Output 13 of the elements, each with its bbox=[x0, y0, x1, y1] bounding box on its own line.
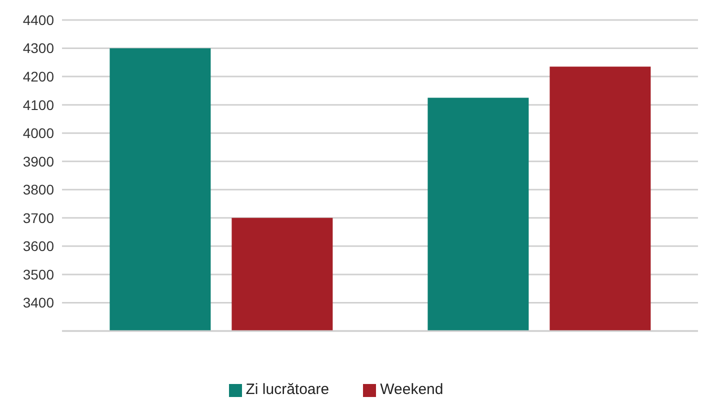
legend-label: Zi lucrătoare bbox=[246, 381, 330, 398]
y-tick-label: 4000 bbox=[22, 125, 54, 142]
y-tick-label: 3400 bbox=[22, 294, 54, 311]
y-tick-label: 3900 bbox=[22, 153, 54, 170]
y-tick-label: 4200 bbox=[22, 68, 54, 85]
legend-label: Weekend bbox=[380, 381, 444, 398]
y-tick-label: 4100 bbox=[22, 96, 54, 113]
y-tick-label: 3700 bbox=[22, 210, 54, 226]
y-tick-label: 3600 bbox=[22, 238, 54, 254]
y-tick-label: 4400 bbox=[22, 12, 54, 28]
y-tick-label: 3800 bbox=[22, 182, 54, 198]
y-tick-label: 3500 bbox=[22, 266, 54, 282]
y-tick-label: 4300 bbox=[22, 40, 54, 56]
